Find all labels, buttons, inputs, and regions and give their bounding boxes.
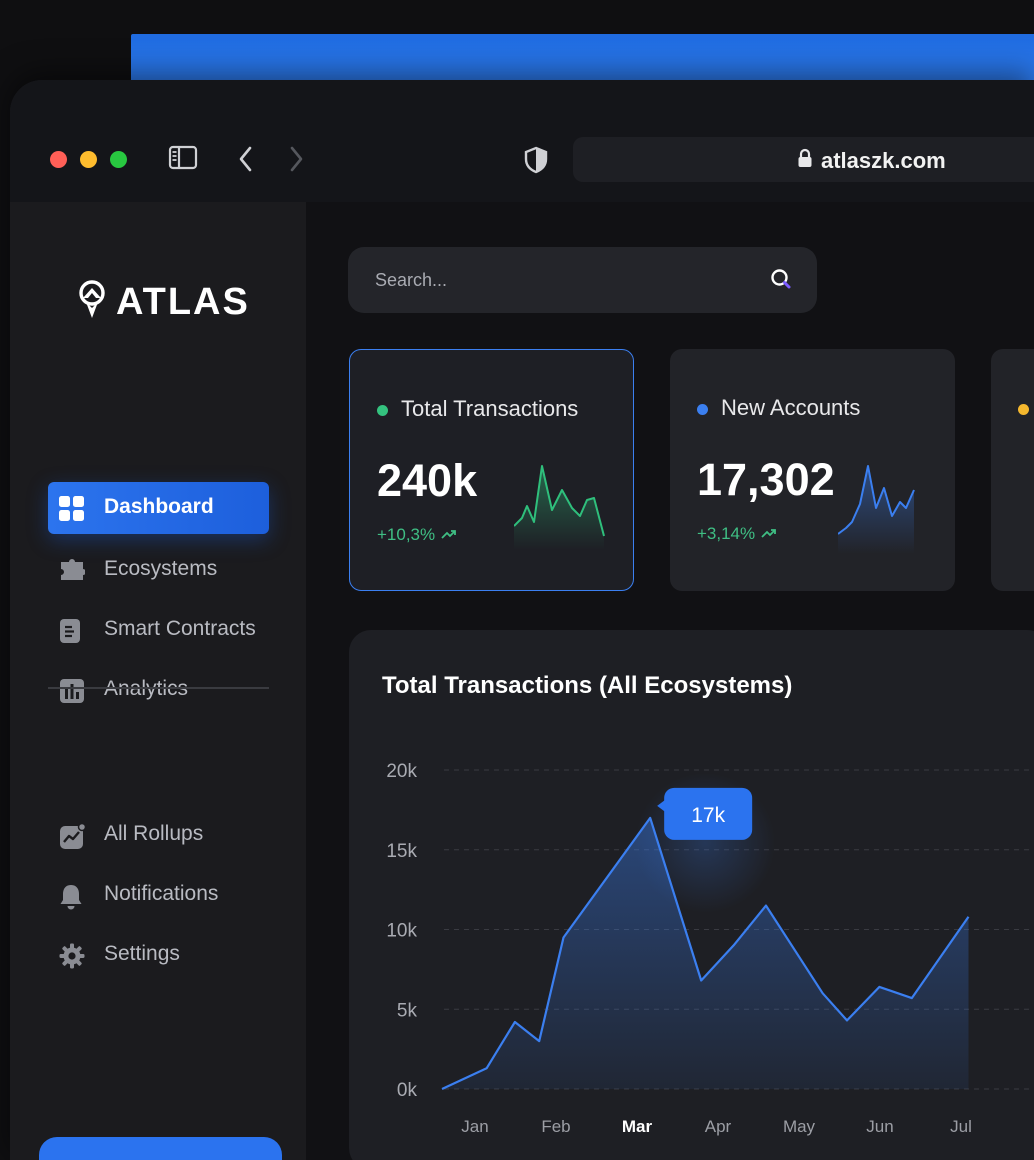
brand-logo[interactable]: ATLAS bbox=[76, 280, 250, 325]
transactions-chart-panel: Total Transactions (All Ecosystems) 0k 5k… bbox=[349, 630, 1034, 1160]
status-dot bbox=[697, 404, 708, 415]
x-tick-label: May bbox=[783, 1117, 816, 1136]
area-fill bbox=[442, 817, 969, 1089]
zoom-window-button[interactable] bbox=[110, 151, 127, 168]
x-tick-label: Mar bbox=[622, 1117, 653, 1136]
stat-title: Total Transactions bbox=[401, 396, 579, 421]
sparkline-fill bbox=[514, 466, 604, 550]
sparkline-fill bbox=[838, 466, 914, 554]
nav-label: Notifications bbox=[104, 882, 219, 905]
nav-item-smart-contracts[interactable]: Smart Contracts bbox=[48, 604, 269, 656]
chart-title: Total Transactions (All Ecosystems) bbox=[382, 672, 793, 699]
nav-item-dashboard[interactable]: Dashboard bbox=[48, 482, 269, 534]
nav-label: Smart Contracts bbox=[104, 617, 256, 640]
y-tick-label: 0k bbox=[397, 1080, 418, 1101]
sparkline-chart bbox=[514, 465, 605, 550]
stat-card-total-transactions[interactable]: Total Transactions 240k +10,3% bbox=[349, 349, 634, 591]
minimize-window-button[interactable] bbox=[80, 151, 97, 168]
search-box[interactable]: Search... bbox=[348, 247, 817, 313]
nav-item-notifications[interactable]: Notifications bbox=[48, 869, 269, 921]
x-tick-label: Feb bbox=[541, 1117, 570, 1136]
shield-icon[interactable] bbox=[523, 146, 549, 179]
trend-up-icon bbox=[441, 525, 457, 545]
nav-item-all-rollups[interactable]: All Rollups bbox=[48, 809, 269, 861]
tooltip-pointer bbox=[657, 799, 666, 812]
browser-titlebar: atlaszk.com bbox=[10, 80, 1034, 202]
brand-name: ATLAS bbox=[116, 281, 250, 323]
sparkline-line bbox=[514, 465, 605, 537]
y-tick-label: 10k bbox=[386, 921, 417, 942]
document-icon bbox=[59, 618, 83, 643]
y-tick-label: 15k bbox=[386, 841, 417, 862]
lock-icon bbox=[797, 148, 813, 174]
x-tick-label: Jan bbox=[461, 1117, 488, 1136]
puzzle-icon bbox=[59, 558, 86, 582]
tooltip-box bbox=[664, 787, 753, 840]
nav-label: All Rollups bbox=[104, 822, 204, 845]
search-input[interactable]: Search... bbox=[375, 270, 448, 290]
url-text: atlaszk.com bbox=[821, 148, 946, 173]
nav-label: Analytics bbox=[104, 677, 189, 700]
sidebar-action-button[interactable] bbox=[39, 1137, 282, 1160]
stat-change: +10,3% bbox=[377, 525, 457, 545]
sidebar-divider bbox=[48, 687, 269, 689]
close-window-button[interactable] bbox=[50, 151, 67, 168]
nav-label: Dashboard bbox=[104, 495, 214, 518]
change-value: +3,14% bbox=[697, 524, 756, 543]
stat-change: +3,14% bbox=[697, 524, 777, 544]
y-tick-label: 20k bbox=[386, 761, 417, 782]
nav-label: Ecosystems bbox=[104, 557, 218, 580]
main-content: Search... Total Transactions 240k +10,3%… bbox=[306, 202, 1034, 1160]
peak-tooltip: 17k bbox=[657, 787, 753, 840]
browser-window: atlaszk.com ATLAS Dashboard Ecosystems bbox=[10, 80, 1034, 1160]
sidebar-toggle-icon[interactable] bbox=[168, 144, 198, 177]
series-line bbox=[441, 816, 970, 1090]
sparkline-line bbox=[838, 465, 915, 535]
stat-value: 17,302 bbox=[697, 454, 835, 505]
nav-label: Settings bbox=[104, 942, 180, 965]
stat-title: New Accounts bbox=[721, 395, 861, 420]
sparkline-chart bbox=[838, 465, 915, 554]
bell-icon bbox=[59, 883, 83, 910]
stat-card-partial[interactable] bbox=[991, 349, 1034, 591]
x-tick-label: Jul bbox=[950, 1117, 972, 1136]
atlas-logo-icon bbox=[76, 280, 108, 325]
y-tick-label: 5k bbox=[397, 1000, 418, 1021]
nav-item-ecosystems[interactable]: Ecosystems bbox=[48, 544, 269, 596]
nav-item-analytics[interactable]: Analytics bbox=[48, 664, 269, 716]
area-chart[interactable]: 0k 5k 10k 15k 20k Jan Feb Mar Apr May Jun Jul 17k bbox=[349, 630, 1034, 1160]
stat-value: 240k bbox=[377, 455, 478, 506]
sidebar: ATLAS Dashboard Ecosystems Smart Contrac… bbox=[10, 202, 306, 1160]
gear-icon bbox=[59, 943, 85, 969]
x-tick-label: Apr bbox=[705, 1117, 732, 1136]
bar-chart-icon bbox=[59, 678, 84, 703]
change-value: +10,3% bbox=[377, 525, 436, 544]
x-tick-label: Jun bbox=[866, 1117, 893, 1136]
status-dot bbox=[1018, 404, 1029, 415]
search-icon[interactable] bbox=[769, 267, 795, 298]
trend-up-icon bbox=[761, 524, 777, 544]
status-dot bbox=[377, 405, 388, 416]
forward-arrow-icon[interactable] bbox=[286, 144, 306, 179]
grid-icon bbox=[59, 496, 84, 521]
stat-card-new-accounts[interactable]: New Accounts 17,302 +3,14% bbox=[670, 349, 955, 591]
tooltip-label: 17k bbox=[691, 804, 725, 827]
address-bar[interactable]: atlaszk.com bbox=[573, 137, 1034, 182]
back-arrow-icon[interactable] bbox=[236, 144, 256, 179]
nav-item-settings[interactable]: Settings bbox=[48, 929, 269, 981]
trend-chart-icon bbox=[59, 822, 87, 849]
